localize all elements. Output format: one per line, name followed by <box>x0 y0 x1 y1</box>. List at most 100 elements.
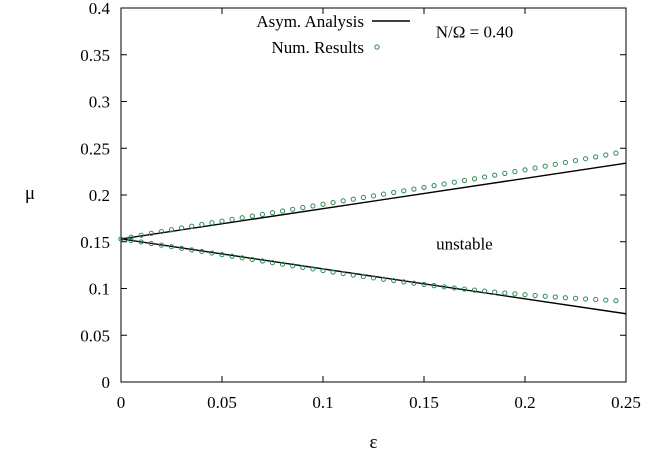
num-results-point <box>290 263 296 269</box>
num-results-point <box>451 285 457 291</box>
ratio-annotation: N/Ω = 0.40 <box>436 22 513 41</box>
num-results-point <box>512 169 518 175</box>
num-results-point <box>411 280 417 286</box>
num-results-point <box>199 248 205 255</box>
num-results-point <box>168 227 175 233</box>
legend-swatch-num-results <box>374 44 380 50</box>
num-results-point <box>249 213 255 219</box>
num-results-point <box>189 223 195 229</box>
num-results-point <box>471 176 478 182</box>
num-results-point <box>381 191 387 197</box>
num-results-point <box>310 203 316 209</box>
num-results-point <box>613 298 619 304</box>
y-tick-label: 0.1 <box>89 280 110 299</box>
num-results-point <box>421 281 427 287</box>
num-results-point <box>401 279 407 285</box>
y-tick-label: 0.4 <box>89 0 111 18</box>
legend-label-num-results: Num. Results <box>271 38 364 57</box>
num-results-point <box>502 290 508 296</box>
y-axis-label: μ <box>25 183 35 204</box>
num-results-point <box>290 206 296 212</box>
num-results-point <box>381 276 387 282</box>
num-results-point <box>492 172 498 178</box>
num-results-point <box>360 273 366 280</box>
y-tick-label: 0.2 <box>89 186 110 205</box>
num-results-point <box>229 216 235 223</box>
y-tick-label: 0.35 <box>80 46 110 65</box>
num-results-point <box>259 258 265 264</box>
legend: Asym. Analysis Num. Results <box>256 12 410 57</box>
num-results-point <box>128 234 134 240</box>
num-results-point <box>239 255 245 261</box>
num-results-point <box>138 232 144 238</box>
num-results-point <box>482 174 488 180</box>
num-results-point <box>219 218 225 224</box>
num-results-point <box>593 296 599 303</box>
num-results-point <box>158 242 164 248</box>
num-results-point <box>168 244 175 250</box>
num-results-point <box>148 240 154 247</box>
x-tick-label: 0.25 <box>611 393 641 412</box>
num-results-point <box>269 210 276 216</box>
y-tick-label: 0.15 <box>80 233 110 252</box>
num-results-point <box>219 252 225 258</box>
num-results-point <box>320 267 326 274</box>
num-results-point <box>280 261 286 267</box>
num-results-point <box>522 167 528 173</box>
num-results-point <box>572 157 579 164</box>
num-results-point <box>310 266 316 272</box>
num-results-point <box>593 154 599 160</box>
num-results-point <box>118 236 124 242</box>
plot-border <box>120 7 627 383</box>
plot-frame <box>120 7 627 383</box>
x-tick-label: 0.05 <box>207 393 237 412</box>
asym-analysis-line-upper <box>120 162 627 240</box>
num-results-point <box>461 177 467 184</box>
num-results-point <box>249 256 255 263</box>
num-results-point <box>391 189 397 196</box>
num-results-point <box>492 289 498 295</box>
num-results-point <box>562 159 569 166</box>
num-results-point <box>209 220 215 226</box>
num-results-series <box>118 150 619 304</box>
num-results-point <box>148 230 154 236</box>
x-axis-label: ε <box>370 432 378 453</box>
num-results-point <box>239 215 245 221</box>
num-results-point <box>370 193 377 199</box>
num-results-point <box>128 237 134 244</box>
num-results-point <box>441 284 447 290</box>
num-results-point <box>572 295 579 301</box>
y-tick-label: 0.3 <box>89 93 110 112</box>
num-results-point <box>340 270 346 277</box>
num-results-point <box>613 150 619 156</box>
x-tick-label: 0 <box>117 393 126 412</box>
num-results-point <box>583 156 589 162</box>
num-results-point <box>138 239 144 245</box>
x-tick-label: 0.1 <box>312 393 333 412</box>
unstable-region-label: unstable <box>436 235 493 254</box>
x-tick-label: 0.2 <box>514 393 535 412</box>
num-results-point <box>391 277 397 284</box>
num-results-point <box>340 198 346 204</box>
num-results-point <box>532 165 538 171</box>
num-results-point <box>259 211 265 217</box>
num-results-point <box>360 194 366 201</box>
legend-label-asym-analysis: Asym. Analysis <box>256 12 364 31</box>
num-results-point <box>441 181 447 187</box>
num-results-point <box>209 250 215 256</box>
num-results-point <box>179 245 185 251</box>
asym-analysis-line-lower <box>120 238 627 315</box>
num-results-point <box>269 260 276 266</box>
y-tick-label: 0.05 <box>80 326 110 345</box>
num-results-point <box>603 297 609 303</box>
num-results-point <box>158 228 164 235</box>
num-results-point <box>583 296 589 302</box>
num-results-point <box>330 199 336 206</box>
num-results-point <box>451 179 457 185</box>
x-tick-label: 0.15 <box>409 393 439 412</box>
num-results-point <box>300 205 306 211</box>
num-results-point <box>320 201 326 207</box>
num-results-point <box>350 196 356 202</box>
num-results-point <box>189 247 195 253</box>
